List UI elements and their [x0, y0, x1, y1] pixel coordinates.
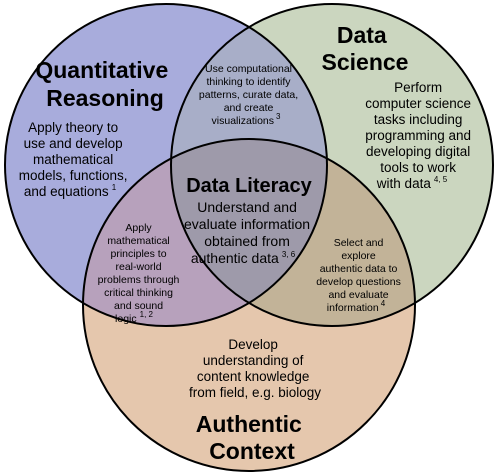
authentic-context-title: Authentic Context: [196, 411, 308, 464]
data-literacy-title: Data Literacy: [186, 175, 312, 197]
quantitative-reasoning-description: Apply theory to use and develop mathemat…: [19, 120, 132, 199]
data-science-outline: [170, 3, 494, 327]
ds-ac-description: Select and explore authentic data to dev…: [316, 237, 404, 314]
authentic-context-outline: [82, 138, 416, 472]
data-literacy-description: Understand and evaluate information obta…: [184, 199, 314, 266]
qr-ac-description: Apply mathematical principles to real-wo…: [98, 222, 183, 325]
authentic-context-description: Develop understanding of content knowled…: [189, 337, 321, 400]
qr-ds-description: Use computational thinking to identify p…: [199, 63, 301, 127]
data-science-description: Perform computer science tasks including…: [365, 80, 475, 191]
quantitative-reasoning-title: Quantitative Reasoning: [35, 57, 174, 111]
data-science-title: Data Science: [322, 22, 409, 75]
quantitative-reasoning-outline: [4, 3, 328, 327]
